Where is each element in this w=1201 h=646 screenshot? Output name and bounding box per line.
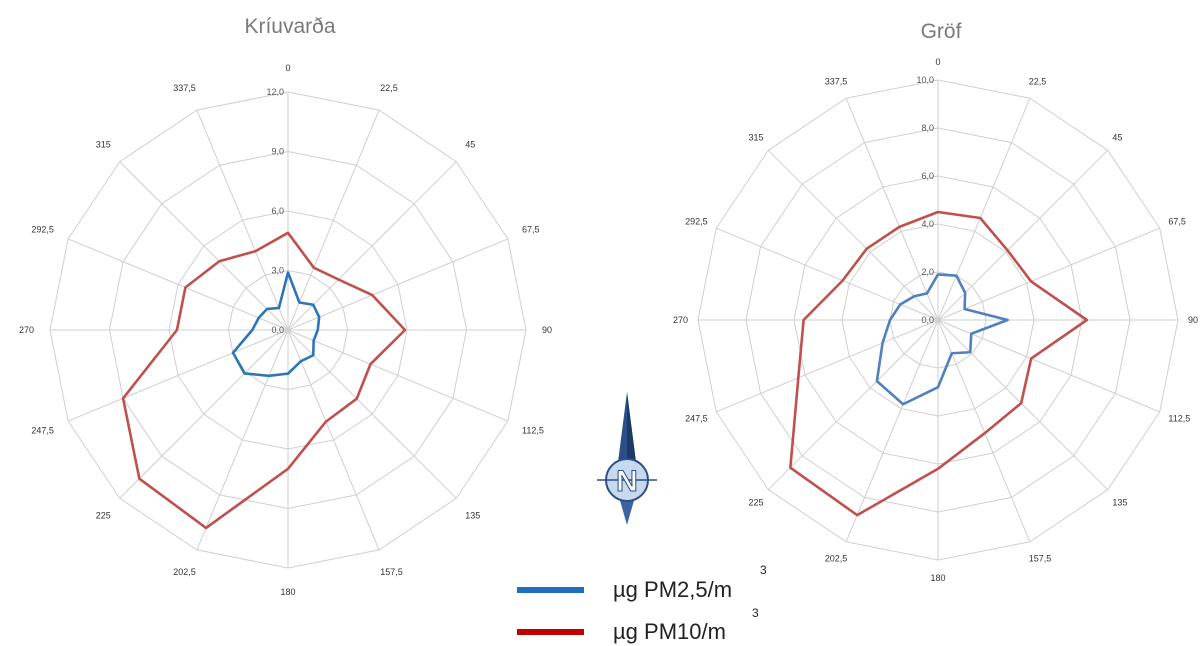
grid-spoke bbox=[937, 319, 1031, 542]
grid-spoke bbox=[767, 149, 939, 321]
grid-spoke bbox=[196, 329, 289, 551]
grid-spoke bbox=[937, 319, 1160, 413]
data-series bbox=[789, 210, 1089, 517]
legend-item-pm25: µg PM2,5/m 3 bbox=[517, 563, 767, 602]
grid-spoke bbox=[287, 329, 457, 499]
series-line bbox=[875, 273, 1009, 406]
grid-spoke bbox=[845, 98, 939, 321]
radial-tick-label: 9,0 bbox=[271, 147, 284, 157]
chart-title: Gröf bbox=[921, 20, 962, 43]
grid-spoke bbox=[119, 161, 289, 331]
radial-tick-label: 3,0 bbox=[271, 266, 284, 276]
legend: µg PM2,5/m 3 µg PM10/m 3 bbox=[517, 563, 767, 644]
direction-label: 225 bbox=[96, 510, 111, 520]
direction-label: 315 bbox=[96, 140, 111, 150]
direction-label: 180 bbox=[280, 587, 295, 597]
radar-chart-kriuvarda: Kríuvarða 0 22,5 45 67,5 90 112,5 135 157,5 180 2… bbox=[19, 15, 552, 597]
direction-label: 270 bbox=[673, 315, 688, 325]
grid-spoke bbox=[67, 238, 289, 331]
data-series bbox=[121, 231, 407, 530]
radar-grid bbox=[697, 79, 1179, 561]
grid-spoke bbox=[196, 109, 289, 331]
radial-tick-label: 0,0 bbox=[921, 315, 934, 325]
radial-tick-labels: 0,0 3,0 6,0 9,0 12,0 bbox=[266, 87, 284, 335]
radial-tick-label: 6,0 bbox=[271, 206, 284, 216]
radial-tick-label: 8,0 bbox=[921, 123, 934, 133]
radial-tick-label: 4,0 bbox=[921, 219, 934, 229]
direction-label: 157,5 bbox=[1029, 553, 1052, 563]
grid-spoke bbox=[287, 329, 380, 551]
grid-spoke bbox=[287, 161, 457, 331]
series-line bbox=[121, 231, 407, 530]
radial-tick-label: 6,0 bbox=[921, 171, 934, 181]
direction-label: 337,5 bbox=[825, 77, 848, 87]
direction-label: 0 bbox=[285, 63, 290, 73]
direction-label: 67,5 bbox=[1168, 216, 1186, 226]
direction-label: 90 bbox=[1188, 315, 1198, 325]
grid-spoke bbox=[67, 329, 289, 422]
direction-label: 22,5 bbox=[1029, 77, 1047, 87]
radial-tick-label: 10,0 bbox=[916, 75, 934, 85]
direction-label: 135 bbox=[465, 510, 480, 520]
radial-tick-label: 0,0 bbox=[271, 325, 284, 335]
radial-tick-label: 12,0 bbox=[266, 87, 284, 97]
direction-label: 0 bbox=[935, 57, 940, 67]
grid-spoke bbox=[716, 227, 939, 321]
north-letter: N bbox=[616, 465, 638, 498]
direction-label: 45 bbox=[465, 140, 475, 150]
radial-tick-labels: 0,0 2,0 4,0 6,0 8,0 10,0 bbox=[916, 75, 934, 325]
direction-label: 315 bbox=[749, 133, 764, 143]
series-line bbox=[789, 210, 1089, 517]
direction-label: 292,5 bbox=[31, 225, 54, 235]
direction-label: 247,5 bbox=[31, 425, 54, 435]
grid-spoke bbox=[119, 329, 289, 499]
direction-labels: 0 22,5 45 67,5 90 112,5 135 157,5 180 202,5 225 247… bbox=[673, 57, 1198, 583]
grid-spoke bbox=[287, 329, 509, 422]
grid-spoke bbox=[937, 319, 1109, 491]
legend-sup-pm25: 3 bbox=[760, 563, 767, 577]
direction-label: 180 bbox=[930, 573, 945, 583]
radar-chart-grof: Gröf 0 22,5 45 67,5 90 112,5 135 157,5 180 202,5 2… bbox=[673, 20, 1198, 583]
direction-label: 112,5 bbox=[522, 425, 544, 435]
direction-label: 45 bbox=[1112, 133, 1122, 143]
grid-spoke bbox=[937, 149, 1109, 321]
direction-label: 22,5 bbox=[380, 83, 398, 93]
grid-spoke bbox=[937, 227, 1160, 321]
direction-label: 67,5 bbox=[522, 225, 540, 235]
grid-spoke bbox=[287, 109, 380, 331]
north-arrow-icon: N bbox=[597, 392, 657, 525]
direction-label: 337,5 bbox=[173, 83, 196, 93]
legend-label-pm10: µg PM10/m bbox=[613, 619, 726, 644]
direction-label: 292,5 bbox=[685, 216, 708, 226]
direction-label: 135 bbox=[1112, 497, 1127, 507]
radial-tick-label: 2,0 bbox=[921, 267, 934, 277]
direction-label: 270 bbox=[19, 325, 34, 335]
direction-label: 247,5 bbox=[685, 414, 708, 424]
grid-spoke bbox=[937, 98, 1031, 321]
direction-label: 90 bbox=[542, 325, 552, 335]
legend-label-pm25: µg PM2,5/m bbox=[613, 577, 732, 602]
direction-label: 157,5 bbox=[380, 567, 403, 577]
chart-title: Kríuvarða bbox=[244, 15, 335, 38]
direction-label: 225 bbox=[749, 497, 764, 507]
grid-spoke bbox=[716, 319, 939, 413]
direction-labels: 0 22,5 45 67,5 90 112,5 135 157,5 180 202,5 225 247… bbox=[19, 63, 552, 597]
direction-label: 112,5 bbox=[1168, 414, 1190, 424]
grid-spoke bbox=[767, 319, 939, 491]
series-line bbox=[231, 271, 321, 378]
grid-spoke bbox=[845, 319, 939, 542]
direction-label: 202,5 bbox=[173, 567, 196, 577]
direction-label: 202,5 bbox=[825, 553, 848, 563]
legend-sup-pm10: 3 bbox=[752, 606, 759, 620]
grid-spoke bbox=[287, 238, 509, 331]
radar-grid bbox=[49, 91, 527, 569]
legend-item-pm10: µg PM10/m 3 bbox=[517, 606, 759, 644]
north-arrow-shade bbox=[627, 392, 637, 470]
